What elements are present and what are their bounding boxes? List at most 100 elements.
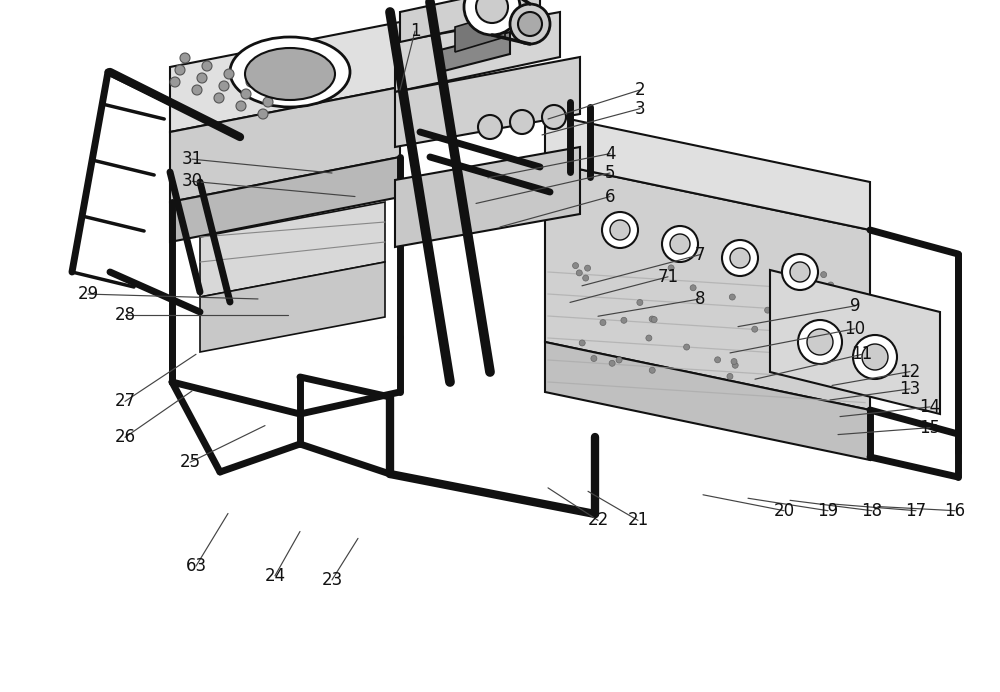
Text: 22: 22 bbox=[587, 511, 609, 529]
Text: 23: 23 bbox=[321, 571, 343, 589]
Circle shape bbox=[649, 316, 655, 322]
Text: 9: 9 bbox=[850, 297, 860, 315]
Text: 71: 71 bbox=[657, 268, 679, 286]
Circle shape bbox=[662, 226, 698, 262]
Circle shape bbox=[792, 354, 798, 360]
Polygon shape bbox=[395, 147, 580, 247]
Circle shape bbox=[246, 77, 256, 87]
Text: 6: 6 bbox=[605, 188, 615, 206]
Circle shape bbox=[722, 240, 758, 276]
Circle shape bbox=[646, 335, 652, 341]
Polygon shape bbox=[170, 157, 400, 242]
Circle shape bbox=[602, 212, 638, 248]
Circle shape bbox=[651, 317, 657, 322]
Circle shape bbox=[730, 248, 750, 268]
Polygon shape bbox=[200, 262, 385, 352]
Text: 15: 15 bbox=[919, 419, 941, 437]
Text: 24: 24 bbox=[264, 567, 286, 585]
Circle shape bbox=[202, 61, 212, 71]
Circle shape bbox=[170, 77, 180, 87]
Circle shape bbox=[609, 361, 615, 366]
Polygon shape bbox=[200, 202, 385, 297]
Circle shape bbox=[821, 272, 827, 277]
Circle shape bbox=[853, 335, 897, 379]
Text: 4: 4 bbox=[605, 145, 615, 163]
Polygon shape bbox=[770, 270, 940, 414]
Polygon shape bbox=[395, 12, 560, 92]
Circle shape bbox=[727, 374, 733, 379]
Circle shape bbox=[263, 97, 273, 107]
Text: 12: 12 bbox=[899, 363, 921, 381]
Text: 25: 25 bbox=[179, 453, 201, 471]
Circle shape bbox=[728, 268, 734, 274]
Circle shape bbox=[258, 109, 268, 119]
Polygon shape bbox=[400, 0, 540, 42]
Circle shape bbox=[798, 320, 842, 364]
Circle shape bbox=[236, 101, 246, 111]
Text: 14: 14 bbox=[919, 398, 941, 416]
Circle shape bbox=[214, 93, 224, 103]
Polygon shape bbox=[545, 114, 870, 230]
Text: 10: 10 bbox=[844, 320, 866, 338]
Circle shape bbox=[862, 344, 888, 370]
Text: 27: 27 bbox=[114, 392, 136, 410]
Polygon shape bbox=[395, 57, 580, 147]
Circle shape bbox=[807, 329, 833, 355]
Polygon shape bbox=[170, 87, 400, 202]
Circle shape bbox=[573, 262, 579, 268]
Circle shape bbox=[542, 105, 566, 129]
Circle shape bbox=[621, 318, 627, 323]
Circle shape bbox=[616, 357, 622, 363]
Circle shape bbox=[610, 220, 630, 240]
Circle shape bbox=[510, 4, 550, 44]
Circle shape bbox=[192, 85, 202, 95]
Text: 11: 11 bbox=[851, 345, 873, 363]
Circle shape bbox=[765, 307, 771, 313]
Polygon shape bbox=[455, 12, 505, 52]
Text: 19: 19 bbox=[817, 502, 839, 520]
Text: 1: 1 bbox=[410, 22, 420, 40]
Text: 3: 3 bbox=[635, 100, 645, 118]
Circle shape bbox=[637, 300, 643, 305]
Text: 30: 30 bbox=[181, 172, 203, 190]
Circle shape bbox=[684, 344, 690, 350]
Circle shape bbox=[224, 69, 234, 79]
Circle shape bbox=[752, 326, 758, 332]
Polygon shape bbox=[440, 32, 510, 72]
Text: 13: 13 bbox=[899, 380, 921, 398]
Circle shape bbox=[241, 89, 251, 99]
Circle shape bbox=[715, 357, 721, 363]
Polygon shape bbox=[545, 342, 870, 460]
Circle shape bbox=[649, 367, 655, 373]
Text: 7: 7 bbox=[695, 246, 705, 264]
Circle shape bbox=[600, 320, 606, 325]
Text: 31: 31 bbox=[181, 150, 203, 168]
Circle shape bbox=[180, 53, 190, 63]
Text: 5: 5 bbox=[605, 164, 615, 182]
Text: 26: 26 bbox=[114, 428, 136, 446]
Circle shape bbox=[219, 81, 229, 91]
Circle shape bbox=[518, 12, 542, 36]
Text: 63: 63 bbox=[185, 557, 207, 575]
Circle shape bbox=[576, 270, 582, 276]
Circle shape bbox=[585, 265, 591, 271]
Circle shape bbox=[579, 340, 585, 346]
Text: 18: 18 bbox=[861, 502, 883, 520]
Circle shape bbox=[591, 356, 597, 361]
Text: 20: 20 bbox=[773, 502, 795, 520]
Circle shape bbox=[790, 262, 810, 282]
Circle shape bbox=[583, 275, 589, 281]
Text: 17: 17 bbox=[905, 502, 927, 520]
Circle shape bbox=[478, 115, 502, 139]
Circle shape bbox=[464, 0, 520, 35]
Circle shape bbox=[828, 282, 834, 288]
Circle shape bbox=[732, 362, 738, 368]
Circle shape bbox=[668, 265, 674, 271]
Polygon shape bbox=[545, 162, 870, 410]
Circle shape bbox=[829, 286, 835, 292]
Text: 2: 2 bbox=[635, 81, 645, 99]
Text: 8: 8 bbox=[695, 290, 705, 308]
Circle shape bbox=[268, 85, 278, 95]
Ellipse shape bbox=[230, 37, 350, 107]
Circle shape bbox=[197, 73, 207, 83]
